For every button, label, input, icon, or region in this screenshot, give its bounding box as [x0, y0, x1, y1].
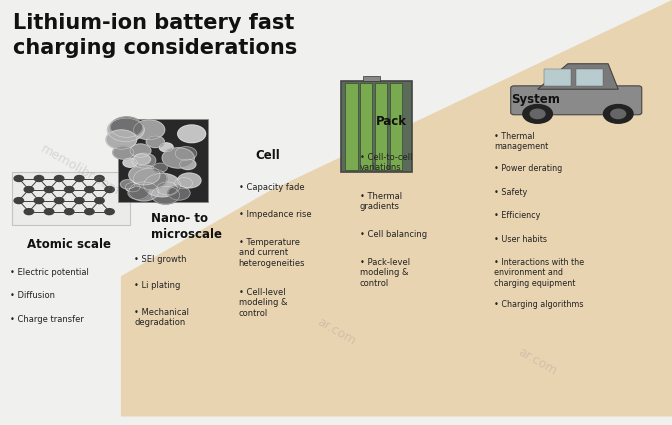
Circle shape: [125, 182, 140, 192]
Circle shape: [54, 176, 64, 181]
Circle shape: [110, 117, 142, 137]
Text: ar.com: ar.com: [516, 345, 559, 377]
FancyBboxPatch shape: [341, 81, 412, 172]
Circle shape: [159, 143, 173, 152]
Circle shape: [44, 209, 54, 215]
Text: • Thermal
gradients: • Thermal gradients: [360, 192, 402, 211]
Circle shape: [530, 109, 545, 119]
Text: • Charging algorithms: • Charging algorithms: [494, 300, 583, 309]
Circle shape: [162, 148, 194, 168]
Circle shape: [132, 153, 156, 168]
Circle shape: [44, 187, 54, 193]
Polygon shape: [538, 64, 618, 89]
Circle shape: [108, 118, 144, 142]
Text: • Li plating: • Li plating: [134, 281, 181, 290]
Circle shape: [168, 186, 190, 200]
Circle shape: [14, 176, 24, 181]
Text: ar.com: ar.com: [314, 315, 358, 348]
FancyBboxPatch shape: [12, 172, 130, 225]
FancyBboxPatch shape: [118, 119, 208, 202]
FancyBboxPatch shape: [363, 76, 380, 81]
Circle shape: [144, 173, 181, 197]
Circle shape: [523, 105, 552, 123]
Text: • User habits: • User habits: [494, 235, 547, 244]
Circle shape: [129, 165, 160, 185]
FancyBboxPatch shape: [544, 69, 571, 86]
Circle shape: [603, 105, 633, 123]
Circle shape: [123, 158, 137, 167]
Text: • Power derating: • Power derating: [494, 164, 562, 173]
FancyBboxPatch shape: [375, 83, 387, 170]
Circle shape: [153, 163, 167, 172]
Text: • Interactions with the
environment and
charging equipment: • Interactions with the environment and …: [494, 258, 584, 288]
FancyBboxPatch shape: [390, 83, 402, 170]
Text: • Diffusion: • Diffusion: [10, 291, 55, 300]
Text: • Temperature
and current
heterogeneities: • Temperature and current heterogeneitie…: [239, 238, 305, 268]
Text: System: System: [511, 94, 560, 107]
Circle shape: [177, 173, 201, 188]
Text: Atomic scale: Atomic scale: [27, 238, 111, 251]
Circle shape: [134, 154, 151, 164]
Circle shape: [85, 187, 94, 193]
Text: Pack: Pack: [376, 115, 407, 128]
Text: • Electric potential: • Electric potential: [10, 268, 89, 277]
Circle shape: [105, 209, 114, 215]
Circle shape: [24, 209, 34, 215]
FancyBboxPatch shape: [360, 83, 372, 170]
Circle shape: [14, 198, 24, 204]
Circle shape: [95, 176, 104, 181]
Text: • Impedance rise: • Impedance rise: [239, 210, 311, 219]
Text: memolibr.com: memolibr.com: [39, 142, 122, 198]
Text: Lithium-ion battery fast
charging considerations: Lithium-ion battery fast charging consid…: [13, 13, 298, 57]
Circle shape: [151, 186, 179, 204]
Circle shape: [65, 187, 74, 193]
Circle shape: [113, 146, 134, 159]
Text: • Cell balancing: • Cell balancing: [360, 230, 427, 239]
Circle shape: [34, 176, 44, 181]
Circle shape: [175, 178, 193, 189]
Circle shape: [177, 125, 206, 143]
Text: Cell: Cell: [255, 149, 280, 162]
FancyBboxPatch shape: [511, 86, 642, 115]
Circle shape: [128, 187, 149, 199]
Circle shape: [106, 130, 136, 149]
Circle shape: [120, 180, 135, 189]
Circle shape: [54, 198, 64, 204]
Text: • Efficiency: • Efficiency: [494, 211, 540, 220]
Text: • Charge transfer: • Charge transfer: [10, 314, 84, 323]
Circle shape: [65, 209, 74, 215]
Circle shape: [85, 209, 94, 215]
Text: • Capacity fade: • Capacity fade: [239, 183, 304, 192]
Circle shape: [75, 176, 84, 181]
Text: • Cell-level
modeling &
control: • Cell-level modeling & control: [239, 288, 287, 317]
Text: Nano- to
microscale: Nano- to microscale: [151, 212, 222, 241]
Circle shape: [105, 187, 114, 193]
Circle shape: [134, 120, 165, 140]
Circle shape: [95, 198, 104, 204]
Text: • SEI growth: • SEI growth: [134, 255, 187, 264]
Polygon shape: [121, 0, 672, 416]
Circle shape: [179, 159, 196, 170]
Circle shape: [24, 187, 34, 193]
Circle shape: [34, 198, 44, 204]
Circle shape: [611, 109, 626, 119]
FancyBboxPatch shape: [345, 83, 358, 170]
Text: • Safety: • Safety: [494, 188, 527, 197]
Circle shape: [146, 136, 165, 147]
FancyBboxPatch shape: [576, 69, 603, 86]
Circle shape: [129, 182, 159, 201]
Text: • Pack-level
modeling &
control: • Pack-level modeling & control: [360, 258, 410, 288]
Circle shape: [75, 198, 84, 204]
Circle shape: [130, 144, 151, 157]
Circle shape: [134, 168, 167, 190]
Circle shape: [175, 147, 197, 160]
Circle shape: [157, 182, 177, 195]
Text: • Thermal
management: • Thermal management: [494, 132, 548, 151]
Text: • Cell-to-cell
variations: • Cell-to-cell variations: [360, 153, 412, 173]
Text: • Mechanical
degradation: • Mechanical degradation: [134, 308, 190, 327]
